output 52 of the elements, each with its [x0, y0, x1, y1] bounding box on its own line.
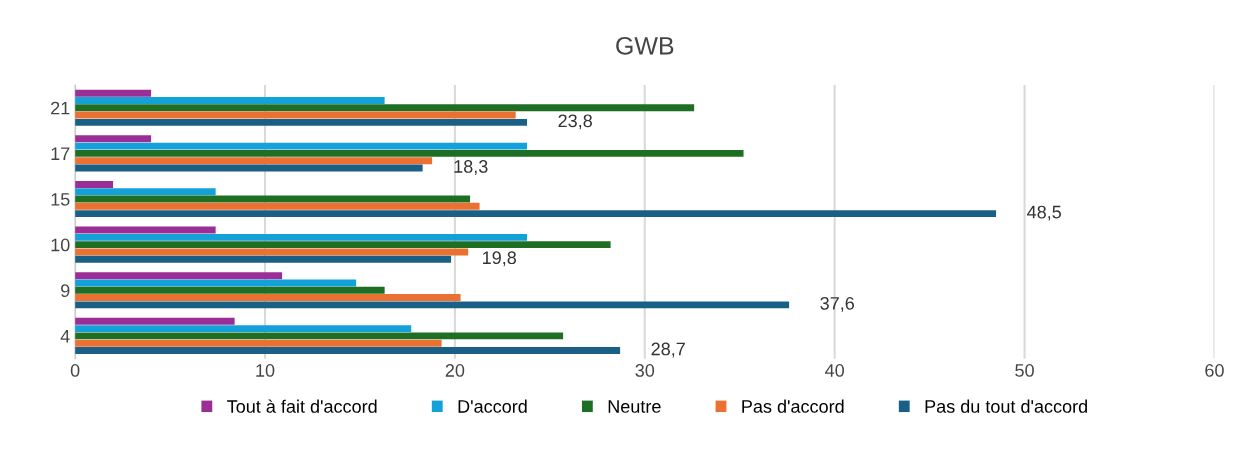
data-label: 18,3: [454, 160, 488, 175]
y-tick-label: 21: [51, 101, 70, 115]
bar: [75, 104, 695, 112]
legend-label: Pas du tout d'accord: [925, 399, 1087, 413]
bar: [75, 97, 385, 104]
bar: [75, 118, 528, 126]
bar: [75, 339, 442, 347]
bar: [75, 347, 621, 354]
y-tick-label: 17: [51, 147, 70, 160]
bar: [75, 226, 216, 234]
legend-label: Pas d'accord: [742, 399, 844, 413]
bar: [75, 294, 461, 302]
y-tick-label: 4: [60, 330, 70, 343]
legend-label: Neutre: [608, 400, 661, 413]
x-tick-label: 20: [445, 364, 465, 377]
bar: [75, 248, 469, 256]
y-tick-label: 15: [51, 193, 70, 206]
data-label: 19,8: [483, 251, 517, 267]
bar: [75, 180, 114, 188]
bar: [75, 272, 283, 280]
legend-label: Tout à fait d'accord: [227, 399, 377, 413]
bar: [75, 157, 433, 165]
bar: [75, 233, 528, 241]
data-label: 23,8: [558, 114, 592, 130]
bar: [75, 317, 235, 325]
bar: [75, 111, 516, 119]
data-label: 48,5: [1027, 205, 1062, 221]
bar: [75, 142, 528, 150]
bar: [75, 135, 152, 143]
data-label: 28,7: [651, 342, 685, 358]
y-tick-label: 10: [51, 238, 70, 252]
bar: [75, 255, 452, 263]
bar: [75, 202, 480, 210]
bar: [75, 286, 385, 294]
chart-title: GWB: [616, 36, 674, 55]
x-tick-label: 10: [256, 364, 275, 377]
y-tick-label: 9: [61, 284, 70, 297]
bar: [75, 210, 997, 218]
data-label: 37,6: [820, 296, 854, 312]
x-tick-label: 0: [70, 364, 80, 377]
x-tick-label: 40: [825, 364, 844, 377]
x-tick-label: 30: [635, 364, 655, 377]
x-tick-label: 60: [1205, 364, 1224, 377]
bar: [75, 188, 216, 196]
bar: [75, 325, 412, 333]
bar: [75, 332, 564, 340]
bar: [75, 301, 790, 309]
bar: [75, 89, 152, 97]
bar: [75, 149, 744, 157]
legend-label: D'accord: [458, 399, 527, 413]
x-tick-label: 50: [1015, 364, 1034, 377]
bar: [75, 241, 611, 249]
